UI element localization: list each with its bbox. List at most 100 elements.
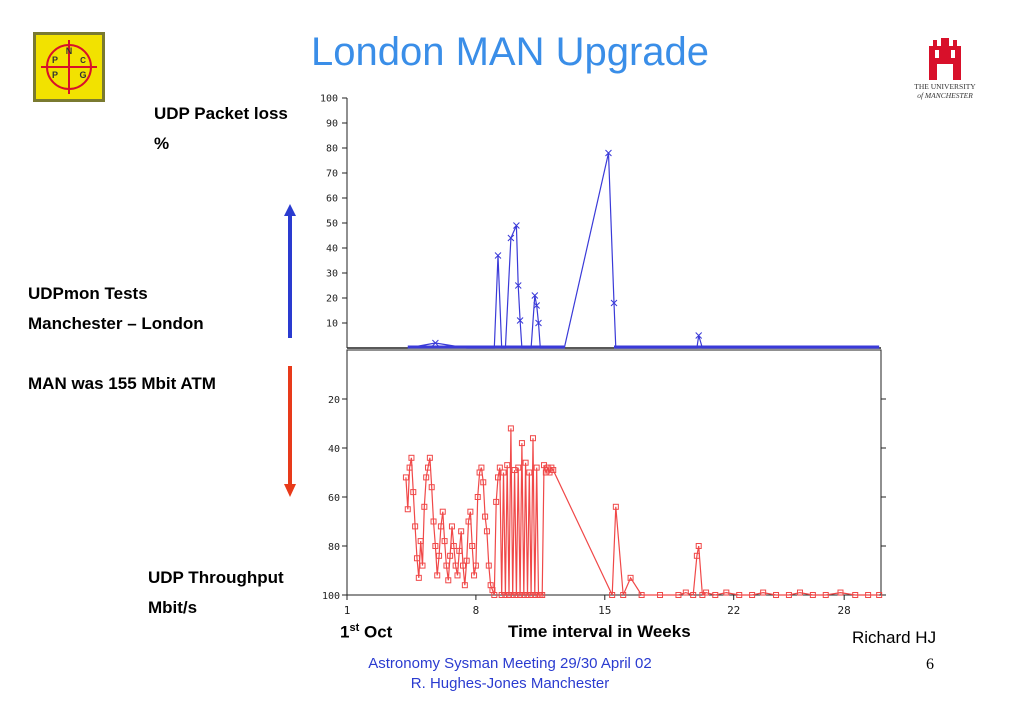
throughput-point bbox=[448, 523, 455, 530]
throughput-point bbox=[469, 543, 476, 549]
tp-x-tick-label: 22 bbox=[727, 604, 740, 617]
throughput-point bbox=[437, 523, 444, 530]
throughput-frame bbox=[346, 349, 882, 596]
throughput-point bbox=[876, 592, 883, 598]
throughput-point bbox=[612, 503, 619, 510]
throughput-point bbox=[513, 592, 520, 598]
throughput-point bbox=[425, 464, 432, 471]
author-name: Richard HJ bbox=[852, 628, 937, 647]
throughput-point bbox=[695, 543, 702, 549]
loss-y-tick-label: 90 bbox=[326, 119, 338, 130]
throughput-point bbox=[675, 592, 682, 598]
up-arrow-icon bbox=[284, 204, 296, 338]
throughput-point bbox=[434, 572, 441, 579]
loss-y-tick-label: 50 bbox=[326, 219, 338, 230]
tp-x-tick-label: 28 bbox=[838, 604, 851, 617]
loss-y-tick-label: 10 bbox=[326, 319, 338, 330]
loss-y-tick-label: 20 bbox=[326, 294, 338, 305]
throughput-point bbox=[467, 508, 474, 515]
throughput-point bbox=[796, 589, 803, 596]
throughput-point bbox=[456, 547, 463, 554]
throughput-point bbox=[494, 474, 501, 481]
throughput-point bbox=[463, 557, 470, 564]
throughput-point bbox=[491, 592, 498, 598]
throughput-point bbox=[402, 474, 409, 481]
throughput-point bbox=[441, 538, 448, 545]
throughput-point bbox=[460, 562, 467, 569]
throughput-point bbox=[458, 528, 465, 535]
throughput-point bbox=[526, 469, 533, 476]
svg-text:P: P bbox=[52, 70, 58, 80]
loss-point bbox=[533, 302, 541, 309]
throughput-series-line bbox=[405, 428, 880, 597]
loss-point bbox=[513, 222, 520, 229]
loss-point bbox=[507, 234, 515, 242]
throughput-point bbox=[430, 518, 437, 525]
loss-point bbox=[531, 292, 539, 299]
throughput-point bbox=[531, 592, 538, 598]
throughput-point bbox=[419, 562, 426, 569]
throughput-point bbox=[480, 479, 487, 486]
throughput-point bbox=[404, 506, 411, 513]
footer-author: R. Hughes-Jones Manchester bbox=[410, 675, 610, 692]
throughput-point bbox=[415, 574, 422, 581]
throughput-point bbox=[506, 592, 513, 598]
throughput-unit: Mbit/s bbox=[148, 598, 198, 617]
throughput-point bbox=[478, 464, 485, 471]
throughput-point bbox=[408, 454, 415, 461]
loss-point bbox=[514, 282, 522, 289]
throughput-point bbox=[620, 592, 627, 598]
throughput-point bbox=[837, 589, 844, 596]
throughput-point bbox=[504, 462, 511, 469]
tp-y-tick-label: 80 bbox=[328, 542, 340, 553]
throughput-point bbox=[550, 467, 557, 474]
throughput-point bbox=[736, 592, 743, 598]
throughput-point bbox=[518, 440, 525, 447]
throughput-point bbox=[432, 543, 439, 549]
throughput-label: UDP Throughput bbox=[148, 568, 284, 587]
throughput-point bbox=[410, 489, 417, 496]
throughput-point bbox=[485, 562, 492, 569]
throughput-point bbox=[426, 454, 433, 461]
throughput-point bbox=[493, 498, 500, 505]
loss-y-tick-label: 60 bbox=[326, 194, 338, 205]
throughput-point bbox=[423, 474, 430, 481]
throughput-point bbox=[533, 464, 540, 471]
npg-logo: N P P G C bbox=[33, 32, 105, 102]
throughput-point bbox=[443, 562, 450, 569]
throughput-point bbox=[703, 589, 710, 596]
throughput-point bbox=[520, 592, 527, 598]
down-arrow-icon bbox=[284, 366, 296, 497]
loss-point bbox=[535, 319, 542, 327]
throughput-point bbox=[785, 592, 792, 598]
throughput-point bbox=[439, 508, 446, 515]
throughput-point bbox=[712, 592, 719, 598]
university-logo bbox=[929, 38, 961, 80]
throughput-point bbox=[517, 592, 524, 598]
throughput-point bbox=[413, 555, 420, 562]
throughput-point bbox=[522, 459, 529, 466]
throughput-point bbox=[496, 464, 503, 471]
packet-loss-label: UDP Packet loss bbox=[154, 104, 288, 123]
tp-y-tick-label: 40 bbox=[328, 444, 340, 455]
loss-point bbox=[695, 332, 703, 339]
loss-point bbox=[610, 299, 618, 307]
throughput-point bbox=[529, 435, 536, 442]
throughput-point bbox=[454, 572, 461, 579]
loss-point bbox=[605, 149, 612, 157]
throughput-point bbox=[693, 552, 700, 559]
throughput-point bbox=[539, 592, 546, 598]
university-name: THE UNIVERSITY of MANCHESTER bbox=[914, 82, 976, 100]
throughput-point bbox=[638, 592, 645, 598]
tp-y-tick-label: 60 bbox=[328, 493, 340, 504]
udpmon-route: Manchester – London bbox=[28, 314, 204, 333]
throughput-point bbox=[502, 592, 509, 598]
throughput-point bbox=[507, 425, 514, 432]
loss-y-tick-label: 100 bbox=[320, 94, 338, 105]
throughput-point bbox=[760, 589, 767, 596]
loss-point bbox=[494, 252, 502, 259]
throughput-point bbox=[627, 574, 634, 581]
loss-series-line bbox=[407, 152, 880, 349]
throughput-point bbox=[450, 543, 457, 549]
